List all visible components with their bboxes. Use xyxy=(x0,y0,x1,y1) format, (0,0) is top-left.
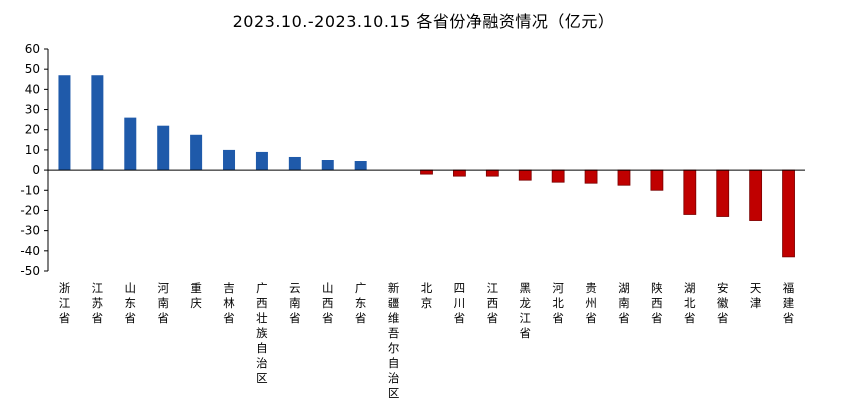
bar xyxy=(453,169,466,177)
category-label: 河北省 xyxy=(552,281,564,325)
category-label: 山西省 xyxy=(322,281,334,325)
category-label: 重庆 xyxy=(190,281,202,310)
bar xyxy=(551,169,565,183)
bar xyxy=(650,169,664,191)
bar xyxy=(518,169,532,181)
bar xyxy=(683,169,697,215)
chart-title: 2023.10.-2023.10.15 各省份净融资情况（亿元） xyxy=(232,12,615,31)
y-tick-label: 0 xyxy=(32,163,40,177)
category-label: 浙江省 xyxy=(59,281,71,325)
y-tick-label: -20 xyxy=(20,203,40,217)
category-label: 陕西省 xyxy=(651,281,663,325)
y-tick-label: -10 xyxy=(20,183,40,197)
category-label: 江西省 xyxy=(487,281,499,325)
y-tick-label: 40 xyxy=(25,82,40,96)
category-label: 广西壮族自治区 xyxy=(256,281,268,385)
bar xyxy=(485,169,499,177)
bar xyxy=(420,169,433,175)
category-label: 吉林省 xyxy=(223,281,235,325)
bar xyxy=(716,169,730,217)
bar xyxy=(749,169,763,221)
category-label: 江苏省 xyxy=(92,281,104,325)
bar xyxy=(321,160,334,171)
category-label: 山东省 xyxy=(125,281,137,325)
y-tick-label: 30 xyxy=(25,103,40,117)
category-label: 北京 xyxy=(421,281,433,310)
y-tick-label: 10 xyxy=(25,143,40,157)
bar xyxy=(584,169,598,184)
category-label: 云南省 xyxy=(289,281,301,325)
bar xyxy=(617,169,631,186)
bar xyxy=(157,125,170,171)
bar xyxy=(58,75,71,171)
bar xyxy=(288,156,301,171)
bar xyxy=(255,151,268,171)
bar xyxy=(354,161,367,171)
category-label: 新疆维吾尔自治区 xyxy=(388,281,400,400)
category-label: 天津 xyxy=(750,281,762,310)
y-tick-label: -40 xyxy=(20,244,40,258)
y-tick-label: 50 xyxy=(25,62,40,76)
category-label: 广东省 xyxy=(355,281,367,325)
bar xyxy=(782,169,795,258)
y-tick-label: -50 xyxy=(20,264,40,278)
y-tick-label: 60 xyxy=(25,42,40,56)
category-label: 湖北省 xyxy=(684,281,696,325)
category-label: 贵州省 xyxy=(585,281,597,325)
category-label: 安徽省 xyxy=(717,281,729,325)
category-label: 湖南省 xyxy=(618,281,630,325)
bar xyxy=(190,134,203,171)
category-label: 福建省 xyxy=(783,281,795,325)
y-tick-label: 20 xyxy=(25,123,40,137)
bar xyxy=(124,117,137,171)
category-label: 河南省 xyxy=(157,281,169,325)
category-label: 黑龙江省 xyxy=(519,281,531,340)
y-tick-label: -30 xyxy=(20,224,40,238)
category-label: 四川省 xyxy=(454,281,466,325)
bar xyxy=(91,75,104,171)
bar xyxy=(223,149,236,171)
